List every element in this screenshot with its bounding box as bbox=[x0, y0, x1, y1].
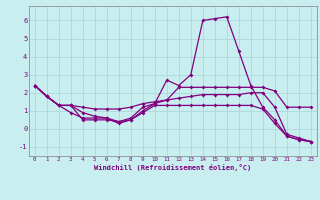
X-axis label: Windchill (Refroidissement éolien,°C): Windchill (Refroidissement éolien,°C) bbox=[94, 164, 252, 171]
